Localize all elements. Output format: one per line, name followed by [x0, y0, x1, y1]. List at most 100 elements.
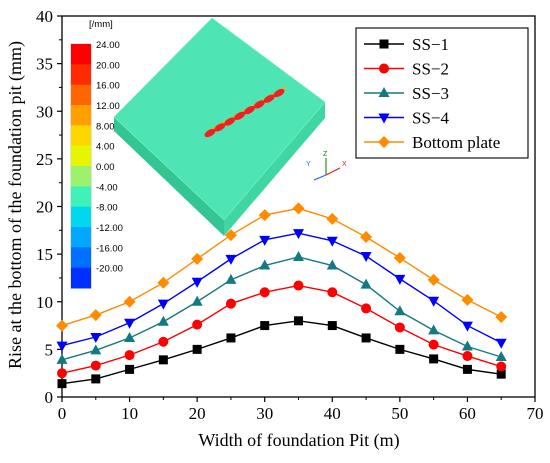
hotspot	[214, 123, 226, 132]
deformation-strip	[204, 85, 288, 138]
colorbar-swatch	[71, 247, 91, 269]
data-point	[90, 360, 101, 371]
data-point	[293, 250, 304, 261]
data-point	[191, 277, 203, 288]
data-point	[56, 353, 68, 364]
y-tick-label: 40	[36, 7, 53, 26]
colorbar-tick-label: -8.00	[96, 203, 118, 214]
data-point	[496, 369, 506, 379]
data-point	[326, 259, 338, 270]
hotspot	[273, 88, 285, 98]
data-point	[428, 339, 439, 350]
hotspot	[243, 106, 255, 115]
model-block-top-face	[113, 17, 326, 221]
colorbar-swatch	[71, 166, 91, 187]
data-point	[157, 315, 169, 326]
data-point	[496, 361, 507, 372]
series-line	[61, 256, 502, 361]
data-point	[192, 344, 202, 354]
y-tick-label: 25	[36, 150, 53, 169]
data-point	[225, 254, 237, 265]
data-point	[124, 318, 136, 329]
triad-y-line	[313, 174, 327, 181]
hotspot	[263, 94, 275, 103]
data-point	[495, 350, 507, 361]
data-point	[225, 298, 236, 309]
data-point	[360, 230, 373, 243]
data-point	[394, 322, 405, 333]
data-point	[89, 309, 102, 322]
data-point	[125, 364, 135, 374]
colorbar-swatch	[71, 145, 91, 167]
legend-label: SS−3	[412, 84, 449, 103]
model-block-left-face	[114, 117, 224, 236]
y-tick-label: 10	[36, 293, 53, 312]
data-point	[123, 295, 136, 308]
series-line	[61, 320, 502, 385]
deformation-hotspots	[204, 88, 285, 138]
legend-label: SS−1	[412, 35, 449, 54]
data-point	[57, 379, 67, 389]
colorbar-tick-label: -12.00	[96, 223, 123, 234]
colorbar-swatch	[71, 206, 91, 228]
series-3	[56, 250, 507, 364]
series-1	[57, 316, 506, 389]
data-point	[461, 321, 473, 332]
series-line	[61, 207, 502, 327]
series-4	[56, 229, 507, 352]
colorbar-tick-label: -4.00	[96, 182, 118, 193]
data-point	[90, 332, 102, 343]
x-tick-label: 40	[324, 404, 341, 423]
data-point	[56, 319, 68, 332]
y-tick-label: 20	[36, 198, 53, 217]
fem-inset: 24.00 20.00 16.00 12.00 8.00 4.00 0.00 -4.00 -8.…	[70, 17, 347, 289]
data-point	[259, 287, 270, 298]
legend-marker	[379, 63, 389, 74]
data-point	[462, 351, 473, 362]
colorbar-tick-label: 0.00	[96, 162, 115, 173]
data-point	[326, 212, 339, 225]
legend-label: SS−2	[412, 60, 449, 79]
colorbar-swatch	[71, 267, 91, 289]
x-tick-label: 70	[527, 404, 544, 423]
colorbar-tick-label: 16.00	[96, 81, 120, 92]
triad-x-label: X	[342, 161, 347, 168]
triad-x-line	[325, 167, 341, 176]
data-point	[361, 303, 372, 314]
colorbar-tick-label: 8.00	[96, 121, 115, 132]
data-point	[91, 374, 101, 384]
hotspot	[224, 117, 236, 126]
data-point	[495, 310, 508, 323]
x-axis-title: Width of foundation Pit (m)	[198, 430, 399, 451]
legend-marker	[378, 87, 390, 97]
y-tick-label: 15	[36, 245, 53, 264]
axis-triad: Z Y X	[306, 151, 347, 181]
data-point	[427, 273, 440, 286]
data-point	[292, 202, 305, 215]
series-line	[61, 284, 502, 374]
data-point	[157, 299, 169, 310]
data-point	[326, 236, 338, 247]
data-point	[360, 278, 372, 289]
data-point	[395, 344, 405, 354]
colorbar-tick-label: 4.00	[96, 142, 115, 153]
data-point	[259, 235, 271, 246]
colorbar-swatch	[71, 105, 91, 126]
y-axis-title: Rise at the bottom of the foundation pit…	[5, 41, 26, 369]
data-point	[461, 293, 474, 306]
data-point	[327, 287, 338, 298]
legend-label: SS−4	[412, 109, 449, 128]
data-point	[90, 344, 102, 355]
colorbar-tick-label: 12.00	[96, 101, 120, 112]
hotspot	[204, 128, 216, 138]
data-point	[294, 316, 303, 326]
data-point	[360, 252, 372, 263]
colorbar-tick-label: 24.00	[96, 40, 120, 51]
data-point	[259, 259, 271, 270]
hotspot	[234, 111, 246, 120]
data-point	[361, 333, 371, 343]
data-point	[394, 305, 406, 316]
x-tick-label: 0	[58, 404, 67, 423]
x-tick-label: 60	[459, 404, 476, 423]
